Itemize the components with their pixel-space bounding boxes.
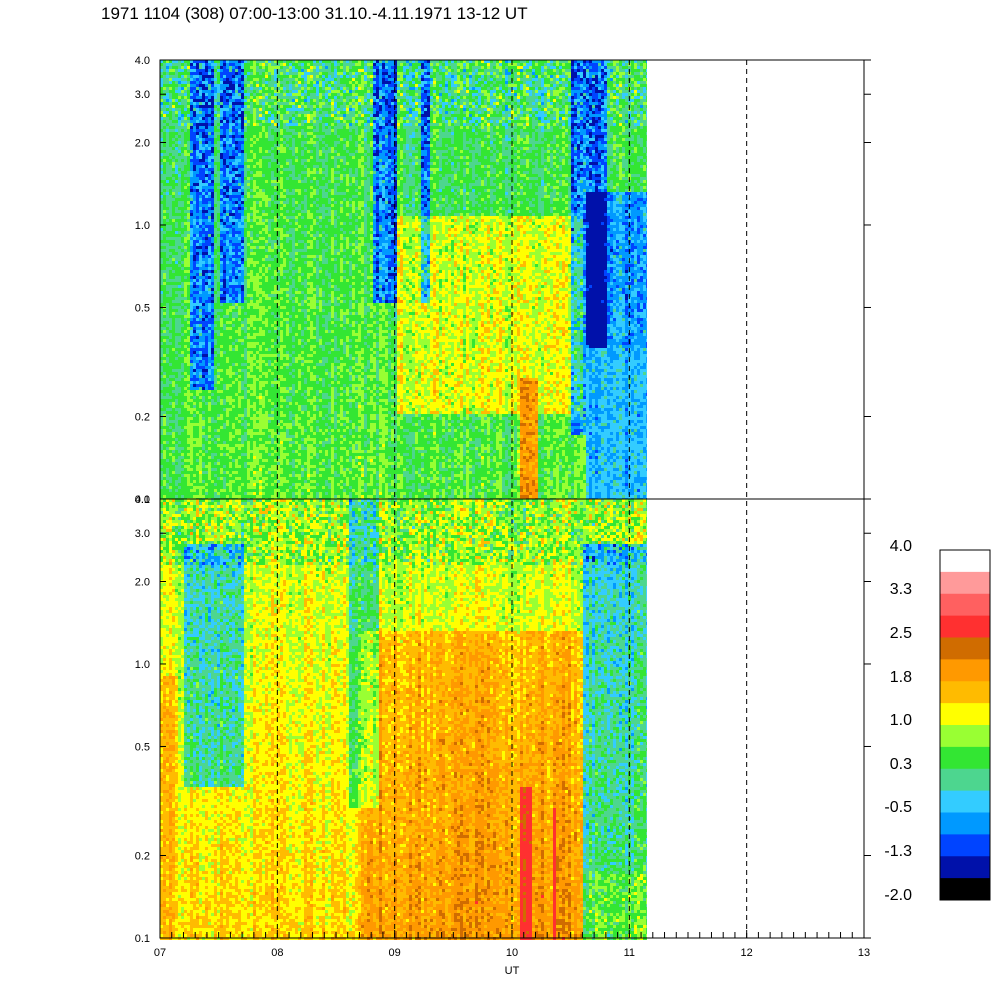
colorbar-segment	[940, 659, 990, 681]
colorbar-segment	[940, 769, 990, 791]
y-tick-label: 1.0	[135, 220, 150, 232]
x-tick-label: 07	[154, 947, 166, 959]
spectrogram-panel-lower	[160, 499, 647, 940]
colorbar-segment	[940, 681, 990, 703]
x-tick-label: 12	[741, 947, 753, 959]
colorbar-label: -1.3	[884, 843, 912, 860]
colorbar-label: -2.0	[884, 887, 912, 904]
colorbar-segment	[940, 878, 990, 900]
y-tick-label: 0.1	[135, 933, 150, 945]
y-tick-label: 0.2	[135, 412, 150, 424]
y-tick-label: 4.0	[135, 494, 150, 506]
spectrogram-panel-upper	[160, 60, 647, 501]
colorbar-label: -0.5	[884, 799, 912, 816]
y-tick-label: 3.0	[135, 89, 150, 101]
y-tick-label: 1.0	[135, 659, 150, 671]
colorbar-segment	[940, 834, 990, 856]
x-axis-label: UT	[505, 965, 520, 977]
colorbar-segment	[940, 747, 990, 769]
colorbar-segment	[940, 550, 990, 572]
colorbar-segment	[940, 813, 990, 835]
x-tick-label: 09	[389, 947, 401, 959]
colorbar	[940, 550, 990, 901]
y-tick-label: 3.0	[135, 528, 150, 540]
colorbar-label: 0.3	[890, 756, 912, 773]
x-tick-label: 11	[624, 947, 635, 959]
colorbar-label: 1.8	[890, 669, 912, 686]
y-tick-label: 0.2	[135, 851, 150, 863]
colorbar-label: 4.0	[890, 538, 912, 555]
colorbar-segment	[940, 594, 990, 616]
y-tick-label: 0.5	[135, 302, 150, 314]
colorbar-segment	[940, 703, 990, 725]
colorbar-segment	[940, 616, 990, 638]
y-tick-label: 4.0	[135, 55, 150, 67]
y-tick-label: 0.5	[135, 741, 150, 753]
x-tick-label: 13	[858, 947, 870, 959]
colorbar-label: 1.0	[890, 712, 912, 729]
colorbar-segment	[940, 725, 990, 747]
y-tick-label: 2.0	[135, 576, 150, 588]
colorbar-segment	[940, 856, 990, 878]
colorbar-segment	[940, 791, 990, 813]
y-tick-label: 2.0	[135, 137, 150, 149]
colorbar-label: 3.3	[890, 581, 912, 598]
colorbar-segment	[940, 572, 990, 594]
colorbar-segment	[940, 638, 990, 660]
x-tick-label: 10	[506, 947, 518, 959]
colorbar-label: 2.5	[890, 625, 912, 642]
x-tick-label: 08	[271, 947, 283, 959]
